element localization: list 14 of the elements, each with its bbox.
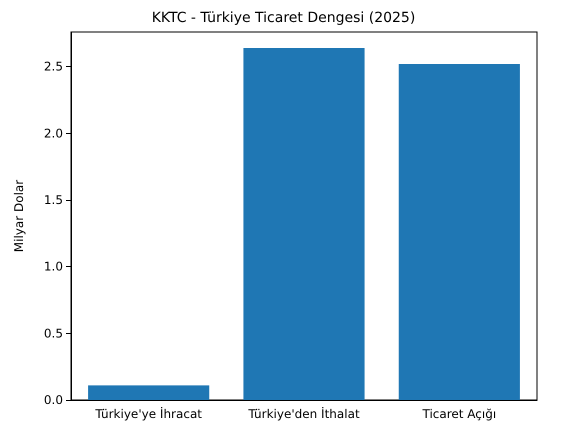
x-tick-label: Türkiye'den İthalat: [247, 407, 360, 421]
x-tick-label: Türkiye'ye İhracat: [94, 407, 202, 421]
chart-title: KKTC - Türkiye Ticaret Dengesi (2025): [152, 10, 416, 26]
x-tick-label: Ticaret Açığı: [421, 407, 496, 421]
bar: [398, 64, 520, 400]
bar: [243, 48, 365, 400]
y-tick-label: 1.5: [44, 193, 63, 207]
y-tick-label: 0.5: [44, 326, 63, 340]
y-tick-label: 1.0: [44, 260, 63, 274]
y-tick-label: 2.5: [44, 60, 63, 74]
y-tick-label: 0.0: [44, 393, 63, 407]
y-tick-label: 2.0: [44, 126, 63, 140]
bar: [88, 385, 210, 400]
y-axis-title: Milyar Dolar: [12, 180, 26, 252]
